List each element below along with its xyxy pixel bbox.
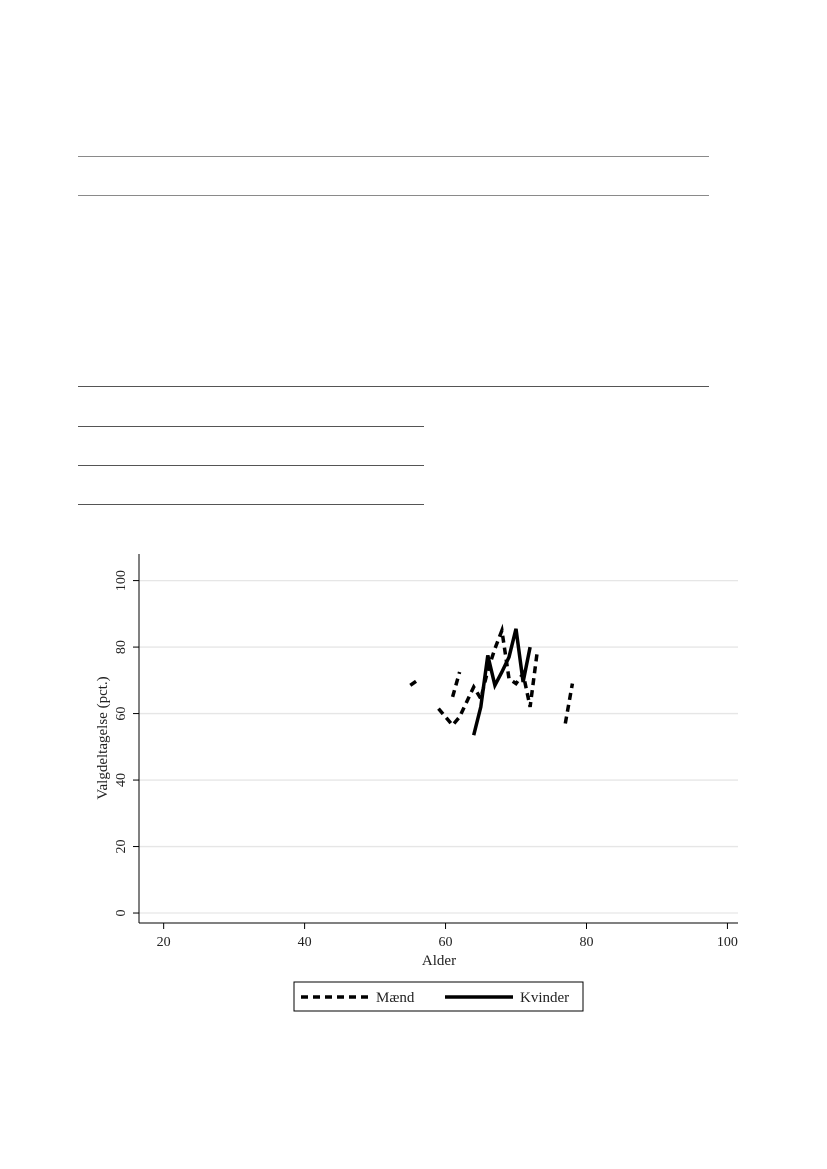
table-rule-top-2 bbox=[78, 195, 709, 196]
x-tick-label-60: 60 bbox=[439, 935, 453, 950]
y-tick-label-60: 60 bbox=[114, 707, 129, 721]
x-tick-label-20: 20 bbox=[157, 935, 171, 950]
y-tick-label-20: 20 bbox=[114, 840, 129, 854]
y-tick-label-100: 100 bbox=[114, 570, 129, 591]
legend-label-kvinder: Kvinder bbox=[520, 990, 569, 1006]
x-tick-label-80: 80 bbox=[579, 935, 593, 950]
y-tick-label-0: 0 bbox=[114, 910, 129, 917]
x-ticks: 20 40 60 80 100 bbox=[157, 923, 738, 950]
table-rule-short-1 bbox=[78, 426, 424, 427]
axes bbox=[138, 554, 738, 924]
gridlines bbox=[139, 579, 738, 914]
series-maend-segment-0 bbox=[409, 678, 419, 687]
x-tick-label-40: 40 bbox=[298, 935, 312, 950]
x-tick-label-100: 100 bbox=[717, 935, 738, 950]
y-ticks: 0 20 40 60 80 100 bbox=[114, 570, 139, 917]
legend: Mænd Kvinder bbox=[293, 981, 584, 1012]
y-tick-label-80: 80 bbox=[114, 640, 129, 654]
plot-lines bbox=[409, 623, 575, 736]
table-rule-top-1 bbox=[78, 156, 709, 157]
table-rule-mid bbox=[78, 386, 709, 387]
legend-label-maend: Mænd bbox=[376, 990, 415, 1006]
table-rule-short-2 bbox=[78, 465, 424, 466]
table-rule-short-3 bbox=[78, 504, 424, 505]
y-tick-label-40: 40 bbox=[114, 773, 129, 787]
x-axis-label: Alder bbox=[422, 953, 456, 969]
series-kvinder-segment-0 bbox=[472, 628, 532, 736]
y-axis-label: Valgdeltagelse (pct.) bbox=[95, 676, 111, 799]
series-maend-segment-3 bbox=[563, 683, 575, 724]
series-maend-segment-2 bbox=[450, 671, 462, 698]
